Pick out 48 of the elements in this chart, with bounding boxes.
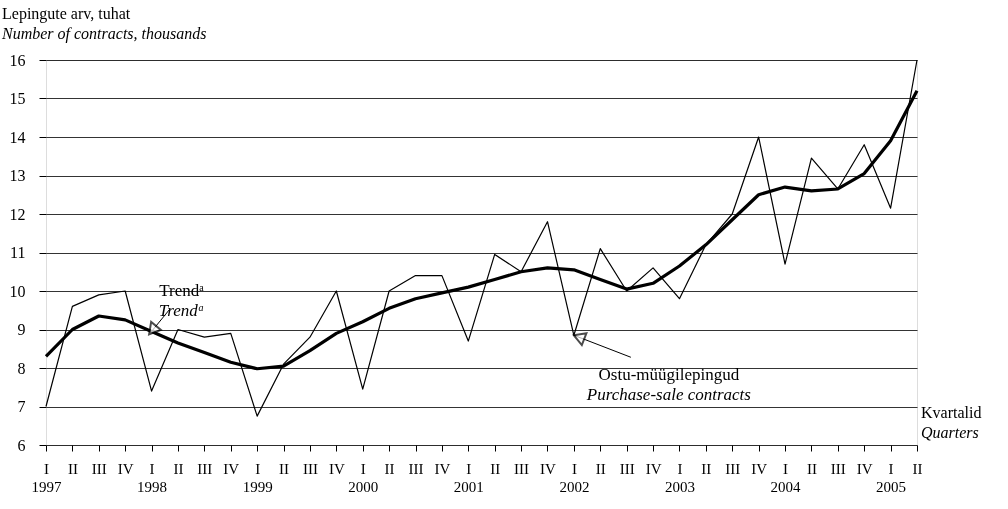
legend-label: Ostu-müügilepingud Purchase-sale contracts: [585, 365, 752, 405]
x-tick-label: III: [514, 460, 530, 477]
y-tick-label: 7: [17, 398, 26, 415]
x-tick-label: I 1997: [31, 460, 62, 495]
x-tick-label: IV: [645, 460, 662, 477]
x-tick-label: I 2004: [770, 460, 802, 495]
y-axis-title: Lepingute arv, tuhat Number of contracts, thousands: [1, 5, 207, 43]
y-tick-label: 11: [10, 244, 26, 261]
y-tick-label: 12: [9, 205, 26, 223]
x-tick-label: IV: [434, 460, 451, 477]
x-axis-title: Kvartalid Quarters: [921, 404, 982, 441]
x-tick-label: I 2000: [348, 460, 379, 495]
x-tick-label: I 2003: [664, 460, 695, 495]
x-tick-label: III: [619, 460, 635, 477]
y-tick-label: 13: [9, 167, 26, 184]
x-tick-label: IV: [540, 460, 557, 477]
x-tick-label: II: [279, 460, 290, 477]
y-tick-label: 9: [17, 321, 26, 338]
y-tick-label: 8: [17, 359, 26, 377]
x-tick-label: III: [197, 460, 213, 477]
x-tick-label: I 1999: [242, 460, 273, 495]
x-tick-label: IV: [223, 460, 240, 477]
x-tick-label: II: [173, 460, 184, 477]
x-tick-label: IV: [117, 460, 134, 477]
x-tick-label: II: [912, 460, 923, 477]
x-tick-label: I 1998: [137, 460, 168, 495]
x-tick-label: IV: [751, 460, 768, 477]
y-tick-label: 10: [9, 282, 26, 300]
x-tick-label: I 2005: [876, 460, 907, 495]
x-tick-label: IV: [328, 460, 345, 477]
x-tick-label: II: [806, 460, 817, 477]
y-tick-label: 16: [9, 51, 26, 69]
x-tick-label: II: [490, 460, 501, 477]
x-tick-label: II: [701, 460, 712, 477]
x-tick-label: III: [830, 460, 846, 477]
x-tick-label: I 2002: [559, 460, 590, 495]
x-tick-label: I 2001: [453, 460, 484, 495]
x-tick-label: II: [67, 460, 78, 477]
x-tick-label: IV: [856, 460, 873, 477]
y-tick-label: 14: [9, 128, 26, 146]
y-tick-label: 6: [17, 436, 26, 454]
y-tick-label: 15: [9, 90, 26, 107]
x-tick-label: III: [302, 460, 318, 477]
x-tick-label: III: [725, 460, 741, 477]
x-tick-label: II: [384, 460, 395, 477]
x-tick-label: III: [91, 460, 107, 477]
x-tick-label: III: [408, 460, 424, 477]
x-tick-label: II: [595, 460, 606, 477]
